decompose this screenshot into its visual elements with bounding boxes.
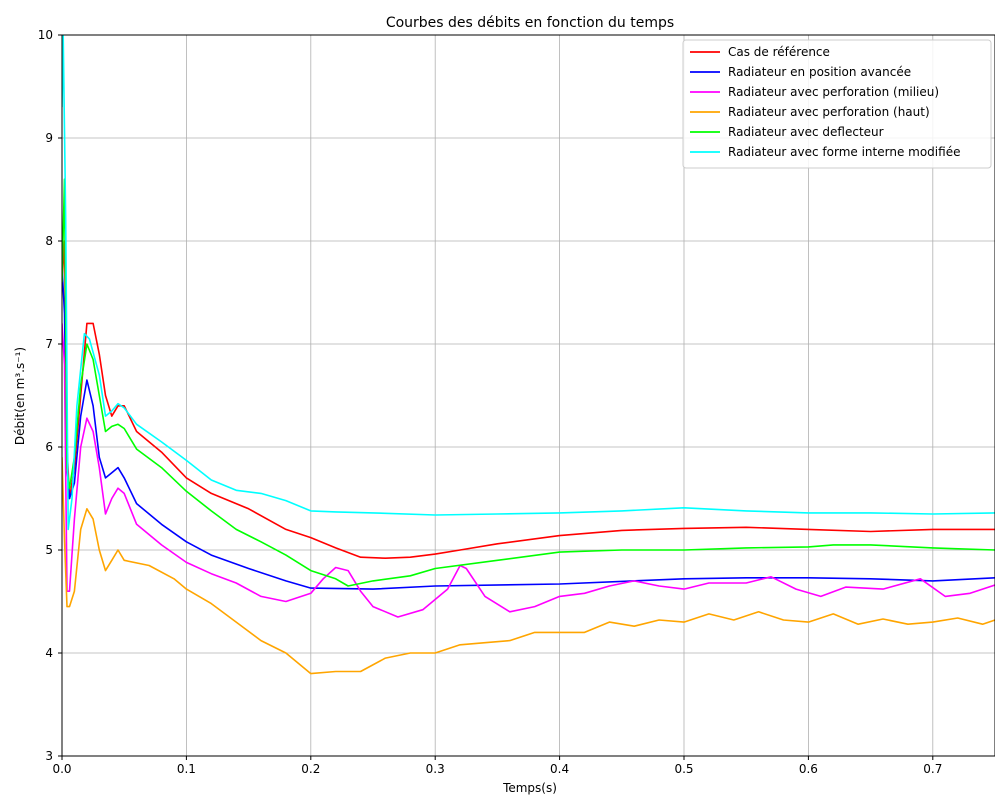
y-tick-label: 4 (45, 646, 53, 660)
x-axis-title: Temps(s) (502, 781, 557, 795)
y-tick-label: 9 (45, 131, 53, 145)
chart-title: Courbes des débits en fonction du temps (386, 15, 674, 31)
series-line-2 (62, 266, 995, 590)
legend-label: Radiateur avec deflecteur (728, 125, 884, 139)
legend-entries: Cas de référence Radiateur en position av… (690, 45, 960, 159)
x-tick-label: 0.6 (799, 762, 818, 776)
y-axis: 3 4 5 6 7 8 9 10 (38, 28, 62, 763)
y-tick-label: 10 (38, 28, 53, 42)
legend-label: Radiateur avec forme interne modifiée (728, 145, 960, 159)
x-tick-label: 0.2 (301, 762, 320, 776)
x-axis: 0.0 0.1 0.2 0.3 0.4 0.5 0.6 0.7 (52, 756, 942, 776)
legend-box (682, 39, 992, 169)
x-tick-label: 0.7 (923, 762, 942, 776)
y-tick-label: 3 (45, 749, 53, 763)
legend: Cas de référence Radiateur en position av… (682, 39, 992, 169)
legend-label: Radiateur avec perforation (milieu) (728, 85, 939, 99)
y-tick-label: 8 (45, 234, 53, 248)
series-line-3 (62, 323, 995, 618)
x-tick-label: 0.1 (177, 762, 196, 776)
series-line-4 (62, 457, 995, 675)
series-line-5 (62, 178, 995, 587)
series-line-6 (62, 35, 995, 531)
legend-label: Radiateur avec perforation (haut) (728, 105, 930, 119)
plot-frame (61, 34, 995, 757)
y-axis-title: Débit(en m³.s⁻¹) (13, 347, 27, 445)
y-tick-label: 6 (45, 440, 53, 454)
legend-label: Cas de référence (728, 45, 830, 59)
x-tick-label: 0.0 (52, 762, 71, 776)
x-tick-label: 0.3 (426, 762, 445, 776)
y-tick-label: 7 (45, 337, 53, 351)
legend-label: Radiateur en position avancée (728, 65, 911, 79)
y-tick-label: 5 (45, 543, 53, 557)
x-tick-label: 0.4 (550, 762, 569, 776)
x-tick-label: 0.5 (674, 762, 693, 776)
series-lines (62, 35, 995, 675)
